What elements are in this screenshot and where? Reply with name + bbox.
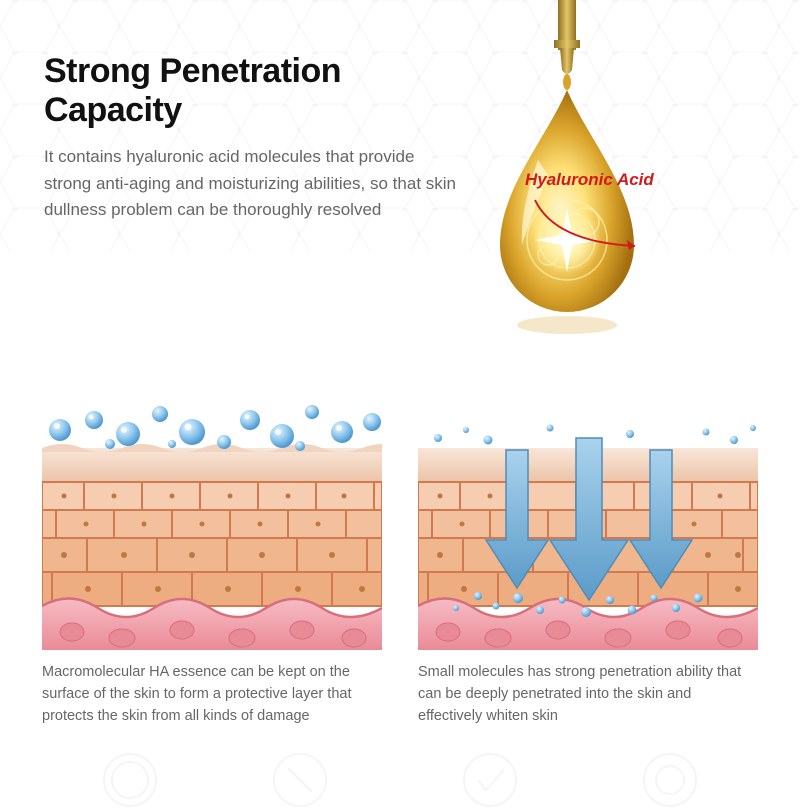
- title-line-1: Strong Penetration: [44, 52, 341, 90]
- bottom-decorative-icons: [0, 750, 800, 810]
- callout-arrow-icon: [525, 192, 700, 252]
- ha-label-text: Hyaluronic Acid: [525, 170, 654, 189]
- skin-diagram-row: Macromolecular HA essence can be kept on…: [42, 390, 758, 727]
- title-line-2: Capacity: [44, 91, 182, 129]
- penetration-arrows: [486, 438, 692, 600]
- skin-diagram-small: [418, 390, 758, 650]
- macro-bubbles: [49, 405, 381, 451]
- page-title: Strong Penetration Capacity: [44, 52, 464, 130]
- page-subtitle: It contains hyaluronic acid molecules th…: [44, 144, 464, 223]
- panel-caption-right: Small molecules has strong penetration a…: [418, 662, 758, 727]
- panel-macromolecular: Macromolecular HA essence can be kept on…: [42, 390, 382, 727]
- hyaluronic-acid-callout: Hyaluronic Acid: [525, 170, 700, 252]
- header-block: Strong Penetration Capacity It contains …: [44, 52, 464, 223]
- panel-small-molecule: Small molecules has strong penetration a…: [418, 390, 758, 727]
- dropper-icon: [554, 0, 580, 74]
- panel-caption-left: Macromolecular HA essence can be kept on…: [42, 662, 382, 727]
- drop-reflection: [517, 316, 617, 334]
- skin-diagram-macro: [42, 390, 382, 650]
